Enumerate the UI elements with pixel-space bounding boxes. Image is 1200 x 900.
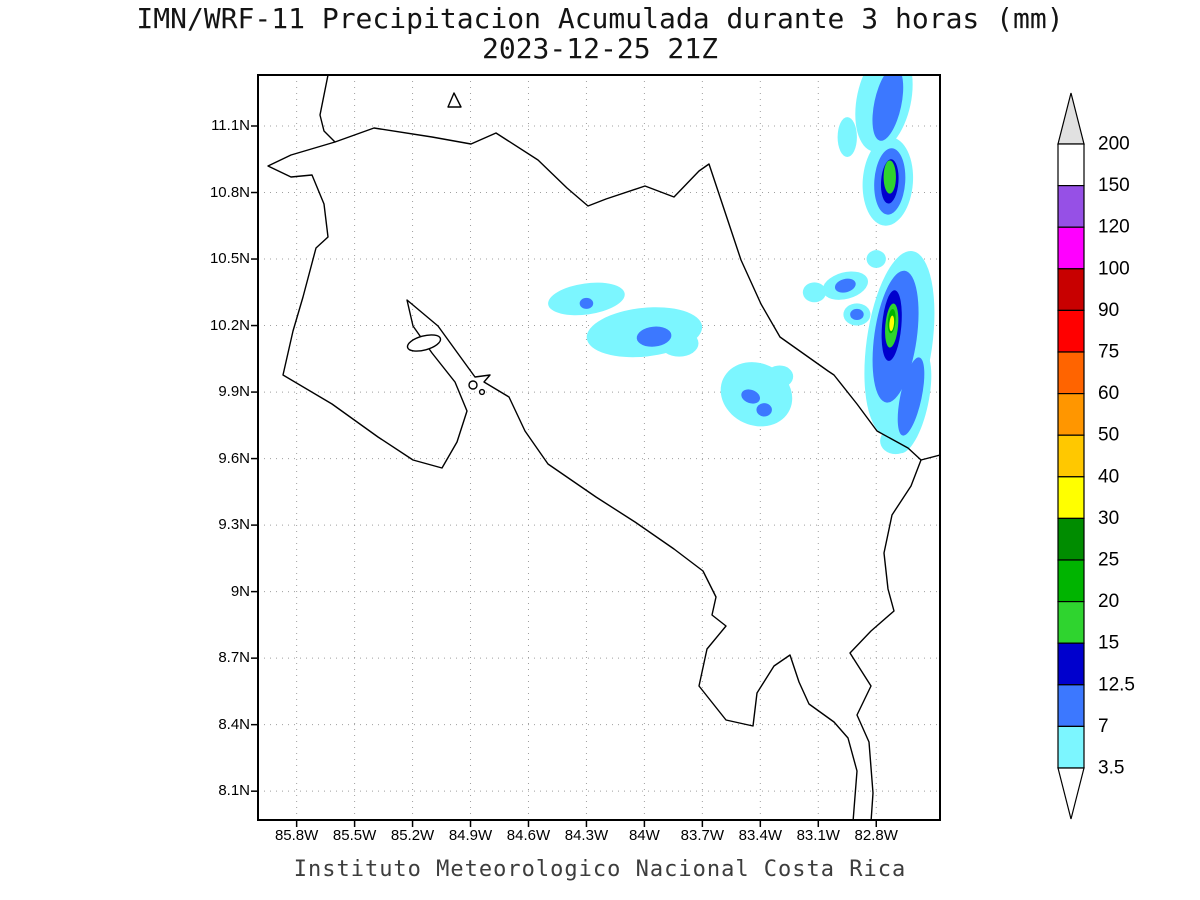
precip-turrialba-cyan-small (766, 365, 794, 388)
colorbar-segment (1057, 184, 1085, 228)
colorbar-arrow-below (1057, 767, 1085, 820)
colorbar-segment (1057, 684, 1085, 727)
lat-tick-label: 8.4N (218, 715, 250, 733)
colorbar-segment (1057, 725, 1085, 769)
colorbar-label: 3.5 (1098, 758, 1124, 779)
colorbar-segment (1057, 434, 1085, 478)
colorbar-label: 30 (1098, 508, 1119, 529)
colorbar-label: 100 (1098, 258, 1130, 279)
precip-central-valley-blue-core (636, 326, 672, 347)
colorbar-segment (1057, 143, 1085, 187)
coastline-layer (267, 75, 940, 820)
plot-border (257, 74, 941, 821)
lon-tick-label: 84.3W (564, 827, 609, 844)
colorbar-label: 200 (1098, 134, 1130, 155)
grid-layer (258, 75, 940, 820)
lat-tick-label: 9N (230, 582, 250, 600)
colorbar-segment (1057, 600, 1085, 644)
gulf-islet (478, 388, 486, 396)
precip-coastal-left-blue (834, 278, 856, 293)
colorbar-segment (1057, 642, 1085, 686)
lon-tick-label: 85.2W (390, 827, 435, 844)
colorbar-segment (1057, 559, 1085, 603)
precip-central-valley-blue-speck (579, 297, 594, 309)
chira-island (406, 334, 442, 352)
colorbar-segment (1057, 517, 1085, 561)
lon-tick-label: 84.6W (506, 827, 551, 844)
colorbar: 200 150 120 100 90 75 60 50 40 30 25 20 15 12.5 7 3.5 (1057, 92, 1135, 820)
chart-title: IMN/WRF-11 Precipitacion Acumulada duran… (136, 2, 1064, 35)
colorbar-label: 150 (1098, 175, 1130, 196)
chart-subtitle: 2023-12-25 21Z (481, 32, 718, 65)
pacific-coastline (267, 75, 858, 820)
colorbar-segment (1057, 268, 1085, 312)
precip-turrialba-blue-2 (756, 403, 772, 417)
nicaragua-border-and-caribbean-coast (334, 127, 940, 461)
precip-caribbean-north-band-blue (872, 75, 904, 141)
lat-tick-label: 9.9N (218, 383, 250, 401)
lat-tick-label: 9.3N (218, 516, 250, 534)
panama-border (849, 459, 922, 820)
colorbar-label: 50 (1098, 425, 1119, 446)
colorbar-label: 60 (1098, 383, 1119, 404)
precipitation-layer (548, 75, 935, 455)
lon-tick-label: 83.4W (738, 827, 782, 844)
lat-tick-label: 8.7N (218, 649, 250, 667)
colorbar-label: 40 (1098, 466, 1119, 487)
precip-caribbean-upper-cell-green (883, 160, 896, 194)
lon-tick-label: 83.1W (796, 827, 840, 844)
colorbar-segment (1057, 476, 1085, 519)
precip-coastal-left-cyan-2 (802, 282, 827, 303)
colorbar-arrow-above (1057, 92, 1085, 145)
colorbar-label: 75 (1098, 342, 1119, 363)
colorbar-segment (1057, 351, 1085, 395)
colorbar-segment (1057, 226, 1085, 270)
colorbar-label: 15 (1098, 633, 1119, 654)
colorbar-label: 90 (1098, 300, 1119, 321)
precip-caribbean-north-west-cyan (837, 117, 857, 158)
map-plot (251, 74, 941, 827)
colorbar-label: 25 (1098, 550, 1119, 571)
lon-tick-label: 83.7W (680, 827, 725, 844)
lon-tick-label: 85.5W (332, 827, 377, 844)
san-lucas-island (468, 380, 478, 390)
axis-ticks-layer (251, 125, 877, 827)
footer-caption: Instituto Meteorologico Nacional Costa R… (293, 857, 907, 882)
precip-caribbean-main-band-yellow (889, 315, 895, 332)
colorbar-label: 20 (1098, 591, 1119, 612)
lon-tick-label: 82.8W (854, 827, 898, 844)
lon-tick-label: 84W (628, 827, 660, 844)
lon-tick-label: 84.9W (448, 827, 493, 844)
colorbar-segment (1057, 393, 1085, 436)
precip-turrialba-blue-1 (741, 389, 761, 404)
precip-caribbean-south-blue (897, 357, 925, 436)
lat-tick-label: 10.2N (209, 316, 250, 334)
lat-tick-label: 9.6N (218, 449, 250, 467)
colorbar-label: 12.5 (1098, 674, 1135, 695)
lat-tick-label: 10.5N (209, 250, 250, 268)
lat-tick-label: 11.1N (211, 116, 250, 134)
precip-coastal-mid-cyan-speck (866, 250, 886, 268)
colorbar-segment (1057, 309, 1085, 353)
lon-tick-label: 85.8W (274, 827, 319, 844)
lat-tick-label: 8.1N (218, 782, 250, 800)
precip-coastal-left-blue-2 (850, 308, 864, 321)
colorbar-label: 7 (1098, 716, 1109, 737)
colorbar-label: 120 (1098, 217, 1130, 238)
lake-island (447, 92, 462, 108)
lat-tick-label: 10.8N (209, 183, 250, 201)
